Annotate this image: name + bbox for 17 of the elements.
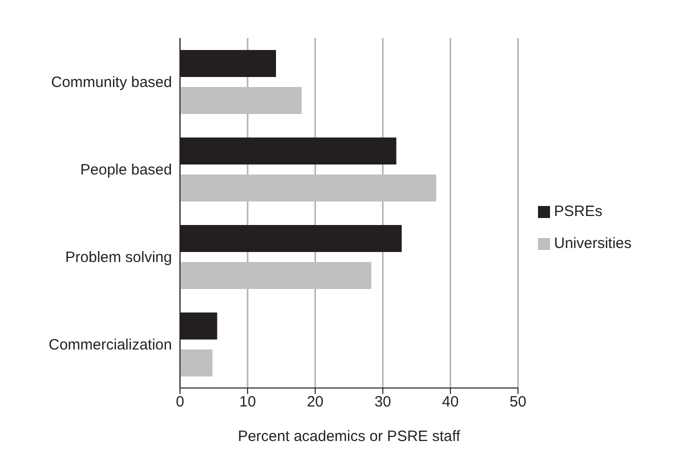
x-axis-title: Percent academics or PSRE staff [238,428,461,445]
legend-label: Universities [554,235,632,252]
x-tick-label: 30 [374,394,392,411]
legend-label: PSREs [554,203,602,220]
bar [180,87,302,114]
x-tick-label: 50 [510,394,526,411]
bar [180,350,212,376]
bar [180,174,436,202]
x-tick-label: 20 [306,394,324,411]
y-tick-label: Problem solving [65,249,172,266]
x-tick-label: 10 [239,394,256,411]
y-tick-label: People based [80,162,172,179]
y-tick-label: Community based [51,74,172,92]
x-tick-label: 40 [442,394,459,411]
y-tick-label: Commercialization [48,336,172,354]
bar [180,262,372,289]
x-tick-label: 0 [176,394,184,411]
